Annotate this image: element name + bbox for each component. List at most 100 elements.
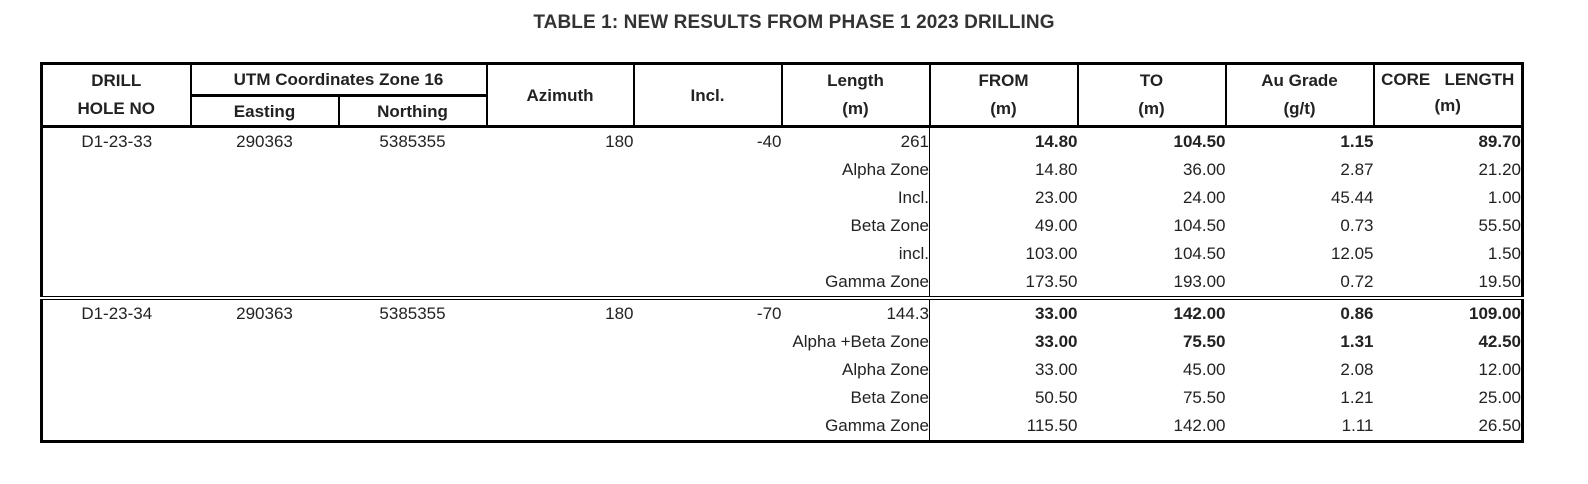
cell-to: 75.50 xyxy=(1182,388,1226,407)
cell-zone-label: Alpha Zone xyxy=(842,360,929,379)
header-length: Length (m) xyxy=(780,62,931,128)
cell-au-grade: 1.21 xyxy=(1340,388,1374,407)
cell-to: 75.50 xyxy=(1182,332,1226,351)
cell-core-length: 89.70 xyxy=(1478,132,1521,151)
cell-from: 23.00 xyxy=(929,184,1078,212)
cell-au-grade: 0.86 xyxy=(1225,296,1374,328)
cell-au-grade: 2.87 xyxy=(1340,160,1374,179)
cell-zone-label: Incl. xyxy=(897,188,929,207)
cell-zone-label: incl. xyxy=(898,244,929,263)
cell-zone-label: Beta Zone xyxy=(850,216,929,235)
header-northing: Northing xyxy=(337,94,488,128)
table-row: Gamma Zone 115.50 142.00 1.11 26.50 xyxy=(42,412,1523,442)
table-row: Gamma Zone 173.50 193.00 0.72 19.50 xyxy=(42,268,1523,298)
header-core-line1: CORE LENGTH xyxy=(1381,70,1515,89)
header-drill-line1: DRILL xyxy=(91,71,142,90)
cell-from: 33.00 xyxy=(929,296,1078,328)
cell-to: 142.00 xyxy=(1173,416,1226,435)
cell-au-grade: 1.31 xyxy=(1340,332,1374,351)
cell-from: 173.50 xyxy=(929,268,1078,298)
cell-core-length: 21.20 xyxy=(1478,160,1521,179)
cell-core-length: 1.00 xyxy=(1487,188,1521,207)
cell-core-length: 19.50 xyxy=(1478,272,1521,291)
cell-core-length: 1.50 xyxy=(1487,244,1521,263)
table-row: Beta Zone 50.50 75.50 1.21 25.00 xyxy=(42,384,1523,412)
cell-from: 115.50 xyxy=(929,412,1078,442)
header-length-line1: Length xyxy=(827,71,884,90)
header-drill-line2: HOLE NO xyxy=(77,99,155,118)
cell-from: 33.00 xyxy=(929,328,1078,356)
header-from-line2: (m) xyxy=(990,99,1017,118)
cell-core-length: 55.50 xyxy=(1478,216,1521,235)
header-from: FROM (m) xyxy=(928,62,1079,128)
header-au-grade: Au Grade (g/t) xyxy=(1224,62,1375,128)
cell-from: 49.00 xyxy=(929,212,1078,240)
table-title: TABLE 1: NEW RESULTS FROM PHASE 1 2023 D… xyxy=(533,12,1055,33)
header-utm-coordinates: UTM Coordinates Zone 16 xyxy=(189,62,488,97)
cell-incl: -70 xyxy=(633,296,782,328)
table-row: Alpha Zone 14.80 36.00 2.87 21.20 xyxy=(42,156,1523,184)
header-to-line2: (m) xyxy=(1138,99,1165,118)
cell-core-length: 26.50 xyxy=(1478,416,1521,435)
cell-to: 24.00 xyxy=(1182,188,1226,207)
table-row: incl. 103.00 104.50 12.05 1.50 xyxy=(42,240,1523,268)
header-azimuth: Azimuth xyxy=(485,62,635,128)
cell-easting: 290363 xyxy=(190,296,339,328)
cell-northing: 5385355 xyxy=(379,132,446,151)
header-incl: Incl. xyxy=(632,62,783,128)
cell-to: 36.00 xyxy=(1182,160,1226,179)
cell-from: 14.80 xyxy=(929,126,1078,156)
cell-zone-label: Gamma Zone xyxy=(825,272,929,291)
table-row: Beta Zone 49.00 104.50 0.73 55.50 xyxy=(42,212,1523,240)
cell-azimuth: 180 xyxy=(486,296,634,328)
cell-core-length: 109.00 xyxy=(1373,296,1523,328)
cell-hole-no: D1-23-33 xyxy=(81,132,153,151)
table-row: D1-23-34 290363 5385355 180 -70 144.3 33… xyxy=(41,296,1523,328)
cell-from: 103.00 xyxy=(929,240,1078,268)
header-au-line2: (g/t) xyxy=(1283,99,1316,118)
hole-group: D1-23-34 290363 5385355 180 -70 144.3 33… xyxy=(41,296,1523,442)
cell-length: 261 xyxy=(900,132,929,151)
cell-northing: 5385355 xyxy=(338,296,487,328)
hole-group: D1-23-33 290363 5385355 180 -40 261 14.8… xyxy=(42,126,1523,298)
header-to: TO (m) xyxy=(1076,62,1227,128)
cell-incl: -40 xyxy=(756,132,782,151)
header-core-line2: (m) xyxy=(1434,96,1461,115)
cell-from: 14.80 xyxy=(929,156,1078,184)
cell-core-length: 42.50 xyxy=(1478,332,1521,351)
cell-zone-label: Gamma Zone xyxy=(825,416,929,435)
cell-length: 144.3 xyxy=(781,296,930,328)
cell-zone-label: Beta Zone xyxy=(850,388,929,407)
table-row: Incl. 23.00 24.00 45.44 1.00 xyxy=(42,184,1523,212)
header-au-line1: Au Grade xyxy=(1261,71,1338,90)
cell-au-grade: 1.15 xyxy=(1340,132,1374,151)
cell-au-grade: 45.44 xyxy=(1330,188,1374,207)
cell-core-length: 12.00 xyxy=(1478,360,1521,379)
header-to-line1: TO xyxy=(1139,71,1164,90)
header-drill-hole-no: DRILL HOLE NO xyxy=(40,62,192,128)
table-row: D1-23-33 290363 5385355 180 -40 261 14.8… xyxy=(42,126,1523,156)
cell-to: 104.50 xyxy=(1173,216,1226,235)
cell-to: 104.50 xyxy=(1173,244,1226,263)
cell-au-grade: 0.72 xyxy=(1340,272,1374,291)
cell-to: 142.00 xyxy=(1077,296,1226,328)
cell-azimuth: 180 xyxy=(605,132,634,151)
cell-au-grade: 12.05 xyxy=(1330,244,1374,263)
cell-zone-label: Alpha Zone xyxy=(842,160,929,179)
cell-easting: 290363 xyxy=(236,132,293,151)
header-from-line1: FROM xyxy=(978,71,1029,90)
cell-to: 193.00 xyxy=(1173,272,1226,291)
cell-au-grade: 1.11 xyxy=(1341,416,1374,435)
drilling-results-table: DRILL HOLE NO UTM Coordinates Zone 16 Az… xyxy=(40,62,1524,443)
cell-to: 104.50 xyxy=(1173,132,1226,151)
table-row: Alpha +Beta Zone 33.00 75.50 1.31 42.50 xyxy=(42,328,1523,356)
cell-hole-no: D1-23-34 xyxy=(41,296,191,328)
cell-au-grade: 2.08 xyxy=(1340,360,1374,379)
header-core-length: CORE LENGTH (m) xyxy=(1372,62,1524,128)
header-length-line2: (m) xyxy=(842,99,869,118)
cell-from: 33.00 xyxy=(929,356,1078,384)
cell-core-length: 25.00 xyxy=(1478,388,1521,407)
cell-au-grade: 0.73 xyxy=(1340,216,1374,235)
cell-from: 50.50 xyxy=(929,384,1078,412)
table-row: Alpha Zone 33.00 45.00 2.08 12.00 xyxy=(42,356,1523,384)
